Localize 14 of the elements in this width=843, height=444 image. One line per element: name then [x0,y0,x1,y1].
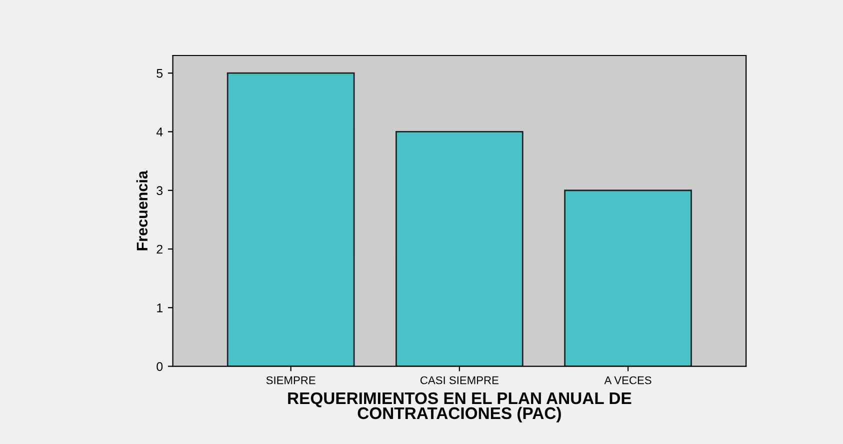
y-tick-label: 1 [157,304,162,312]
y-tick-label: 3 [156,186,163,196]
y-tick-label: 2 [156,244,162,254]
bar [226,72,355,366]
y-tick-label: 5 [156,69,163,78]
x-tick-label: A VECES [604,376,652,384]
x-axis-title: REQUERIMIENTOS EN EL PLAN ANUAL DE CONTRATACIONES (PAC) [288,392,632,422]
y-axis-title: Frecuencia [136,170,148,250]
x-tick-label: SIEMPRE [266,376,316,384]
y-tick-label: 4 [156,128,163,136]
y-tick-label: 0 [156,362,163,371]
x-tick-label: CASI SIEMPRE [420,376,498,384]
bar [396,131,524,366]
bar [564,190,692,366]
